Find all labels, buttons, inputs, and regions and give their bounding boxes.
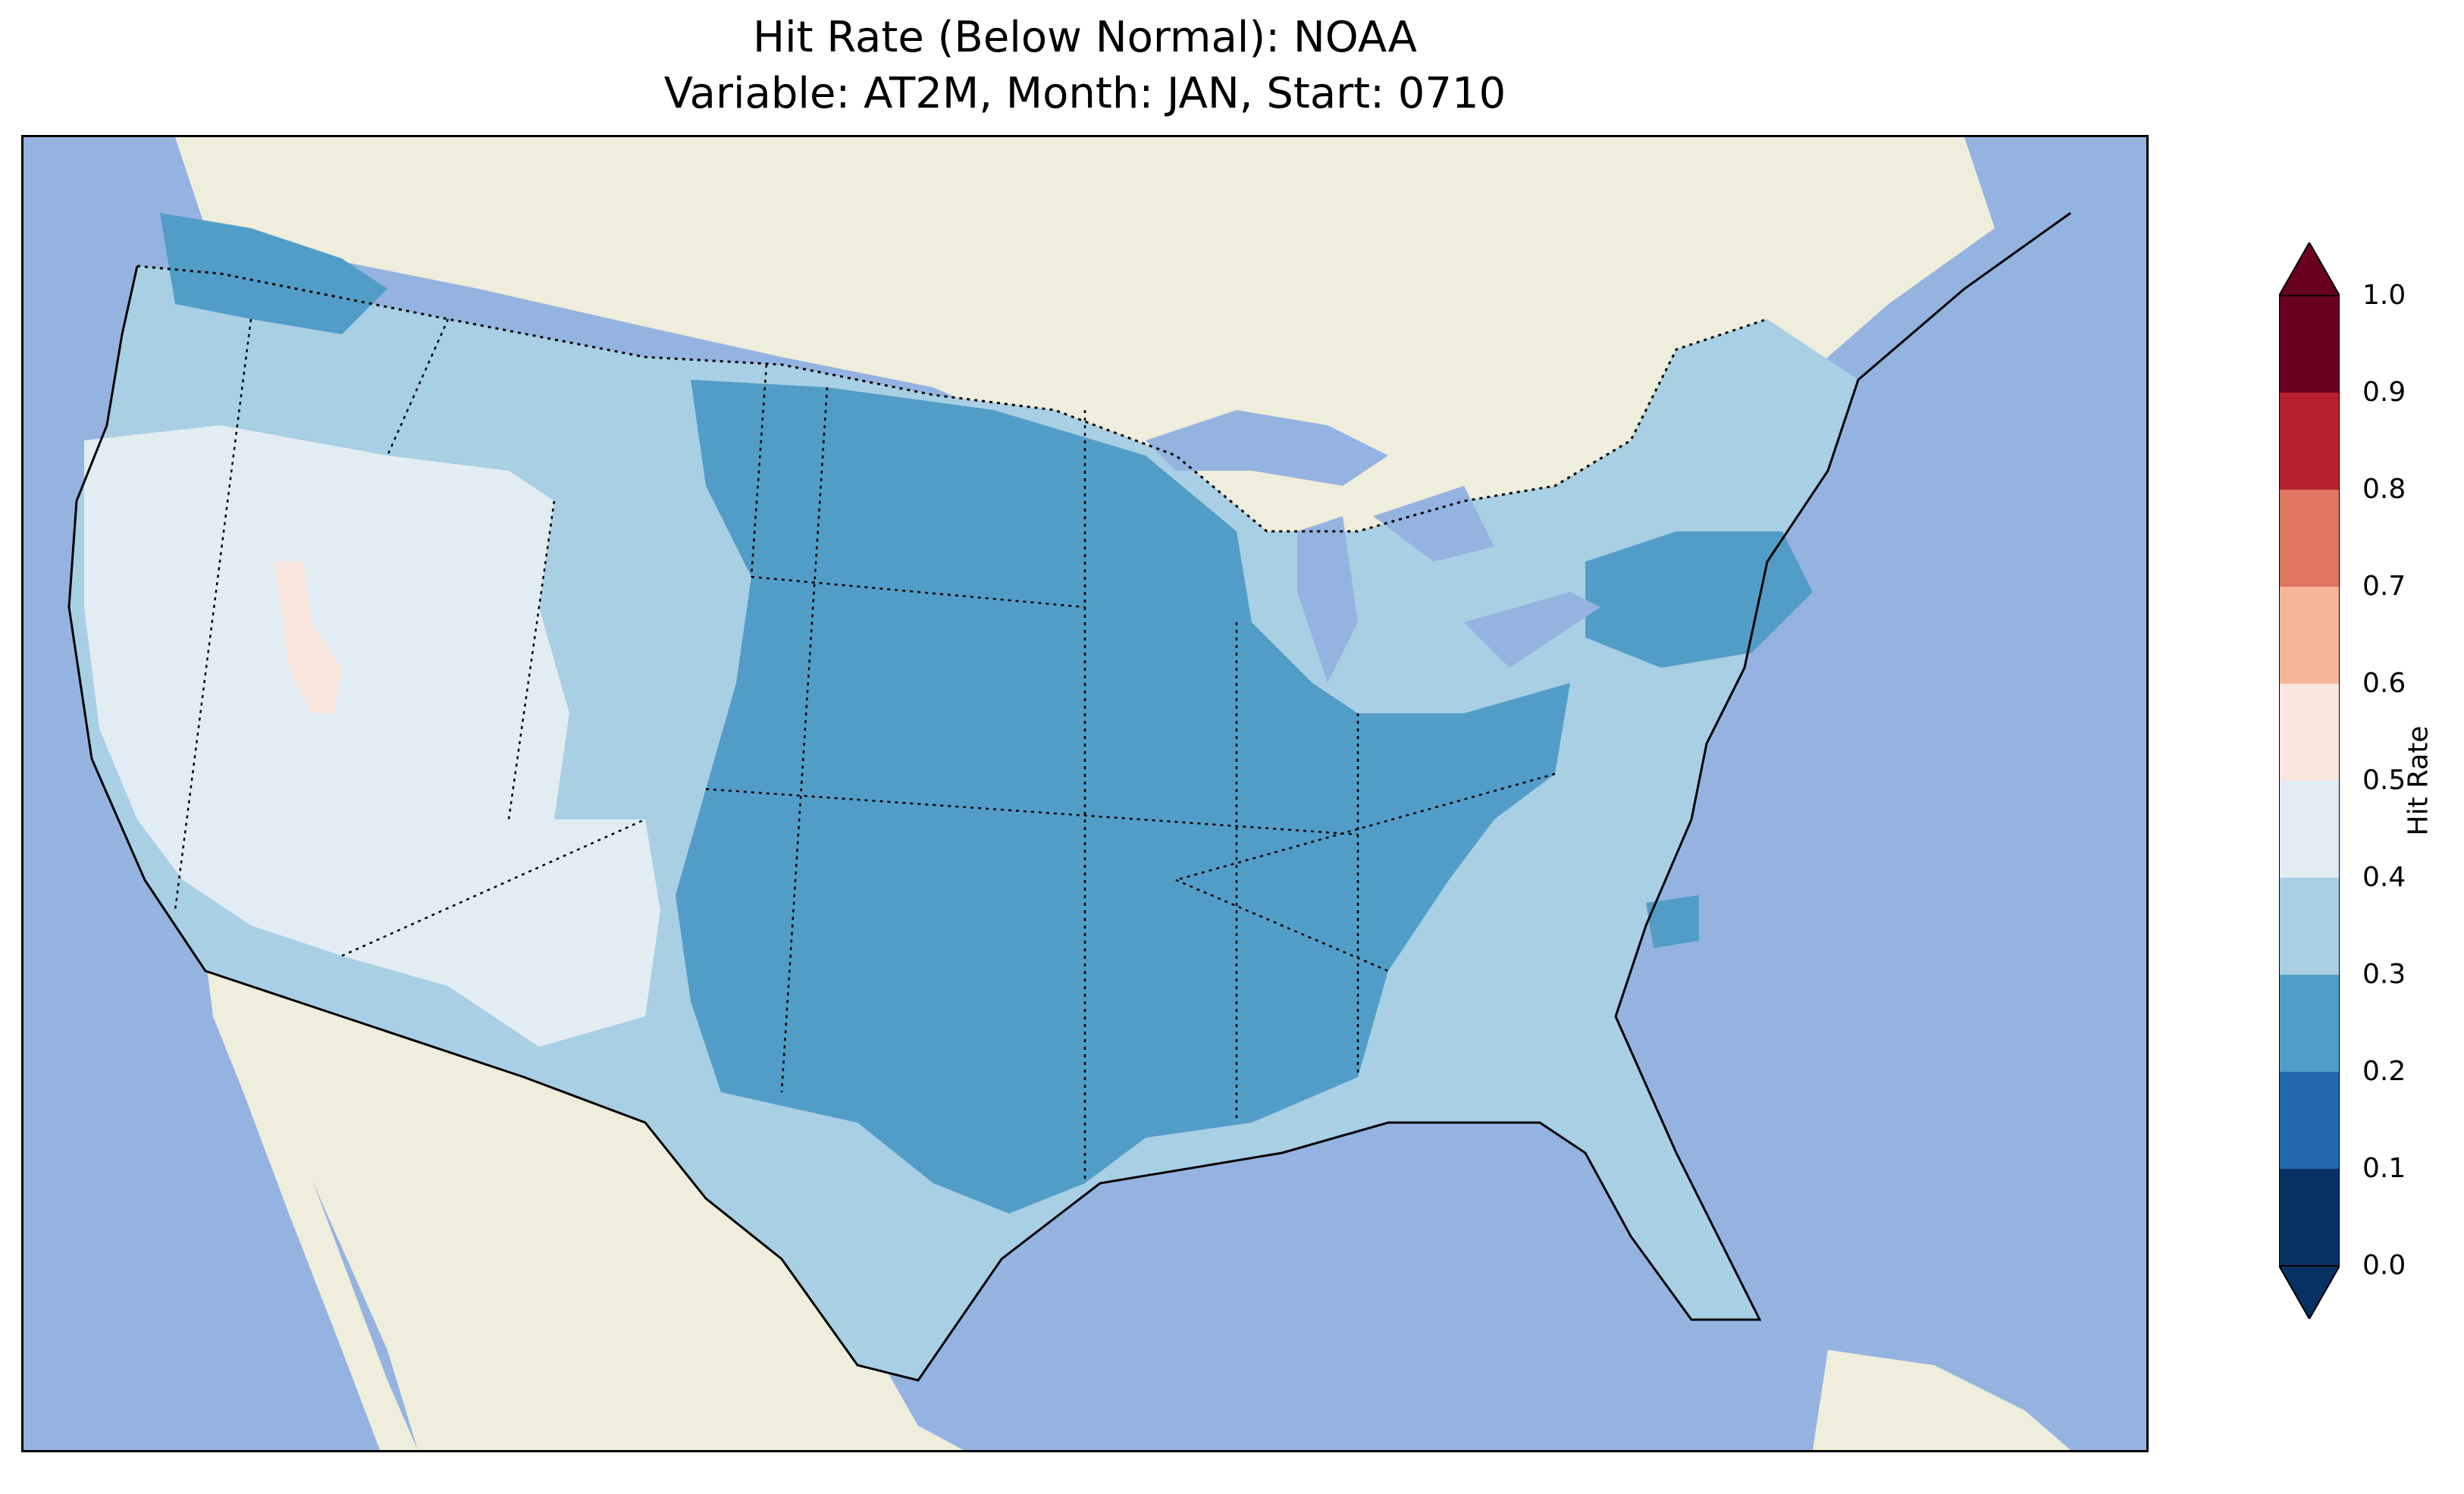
colorbar-tick-label: 0.0 — [2362, 1250, 2406, 1281]
colorbar-bin-0.1-0.2 — [2279, 1072, 2340, 1169]
colorbar-label: Hit Rate — [2403, 725, 2434, 836]
colorbar-tick-label: 0.2 — [2362, 1056, 2406, 1087]
colorbar-bin-0.6-0.7 — [2279, 587, 2340, 684]
coastline-us — [67, 211, 2071, 1382]
colorbar-tick-label: 0.3 — [2362, 959, 2406, 990]
region-nc — [1646, 895, 1699, 948]
great-lakes — [1146, 410, 1600, 683]
colorbar-tick-label: 0.9 — [2362, 377, 2406, 408]
colorbar — [2279, 243, 2340, 1319]
colorbar-bin-0.8-0.9 — [2279, 393, 2340, 490]
region-pnw — [160, 213, 387, 334]
map-canvas — [24, 137, 2146, 1450]
colorbar-bin-0.0-0.1 — [2279, 1169, 2340, 1266]
canada-land — [175, 137, 1995, 562]
colorbar-tick-label: 0.5 — [2362, 765, 2406, 796]
map-subtitle: Variable: AT2M, Month: JAN, Start: 0710 — [663, 69, 1506, 118]
colorbar-tick-label: 0.4 — [2362, 862, 2406, 893]
colorbar-bin-0.3-0.4 — [2279, 878, 2340, 975]
colorbar-tick-label: 0.7 — [2362, 571, 2406, 602]
colorbar-tick-label: 1.0 — [2362, 280, 2406, 311]
colorbar-bin-0.7-0.8 — [2279, 490, 2340, 587]
colorbar-bin-0.2-0.3 — [2279, 975, 2340, 1072]
colorbar-bin-0.4-0.5 — [2279, 781, 2340, 878]
colorbar-tick-label: 0.6 — [2362, 668, 2406, 699]
state-borders — [174, 318, 1556, 1183]
map-panel — [21, 135, 2149, 1452]
colorbar-extend-high — [2279, 243, 2340, 296]
colorbar-tick-label: 0.1 — [2362, 1153, 2406, 1184]
colorbar-tick-label: 0.8 — [2362, 474, 2406, 505]
region-northeast — [1585, 531, 1813, 668]
region-west — [84, 425, 660, 1047]
map-title: Hit Rate (Below Normal): NOAA — [752, 13, 1418, 62]
colorbar-extend-low — [2279, 1265, 2340, 1319]
mexico-land — [198, 918, 964, 1450]
region-nevada-high — [274, 562, 342, 713]
cuba-land — [1813, 1350, 2071, 1450]
baja-land — [205, 956, 418, 1450]
colorbar-bin-0.9-1.0 — [2279, 296, 2340, 393]
region-plains — [676, 380, 1570, 1214]
colorbar-bin-0.5-0.6 — [2279, 684, 2340, 781]
